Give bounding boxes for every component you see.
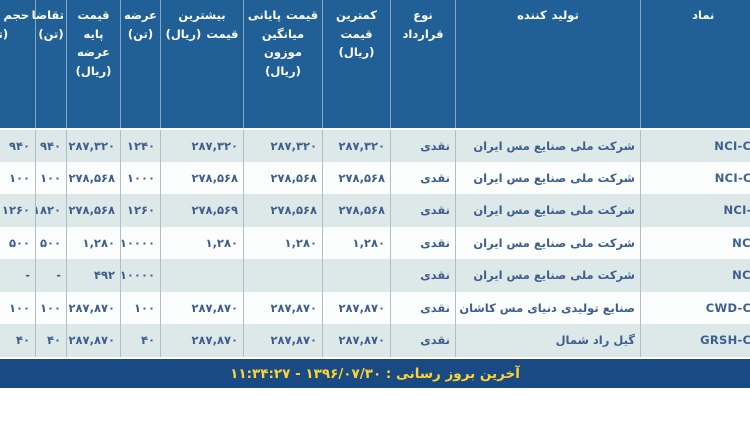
cell-base_price: ۲۷۸,۵۶۸ <box>66 194 121 227</box>
last-update-bar: آخرین بروز رسانی : ۱۳۹۶/۰۷/۳۰ - ۱۱:۳۴:۲۷ <box>0 359 750 388</box>
cell-symbol: NCI-CR <box>640 129 750 162</box>
cell-base_price: ۴۹۲ <box>66 259 121 292</box>
cell-close_price <box>243 259 323 292</box>
cell-close_price: ۲۷۸,۵۶۸ <box>243 161 323 194</box>
cell-producer: شرکت ملی صنایع مس ایران <box>455 161 641 194</box>
cell-min_price: ۲۸۷,۸۷۰ <box>322 324 391 357</box>
cell-max_price: ۲۸۷,۸۷۰ <box>160 291 244 324</box>
cell-demand: - <box>35 259 67 292</box>
cell-producer: گیل راد شمال <box>455 324 641 357</box>
column-header-max_price: بیشترین قیمت (ریال) <box>160 0 244 130</box>
cell-supply: ۱۰۰۰۰ <box>120 226 161 259</box>
cell-producer: شرکت ملی صنایع مس ایران <box>455 129 641 162</box>
cell-volume: ۱۰۰ <box>0 161 36 194</box>
cell-demand: ۴۰ <box>35 324 67 357</box>
table-row: NCI-CRشرکت ملی صنایع مس ایراننقدی۲۸۷,۳۲۰… <box>0 129 750 162</box>
column-header-producer: تولید کننده <box>455 0 641 130</box>
cell-close_price: ۲۸۷,۳۲۰ <box>243 129 323 162</box>
cell-max_price: ۱,۲۸۰ <box>160 226 244 259</box>
cell-contract: نقدی <box>390 324 456 357</box>
cell-base_price: ۲۸۷,۸۷۰ <box>66 291 121 324</box>
column-header-symbol: نماد <box>640 0 750 130</box>
cell-contract: نقدی <box>390 129 456 162</box>
cell-demand: ۹۴۰ <box>35 129 67 162</box>
cell-volume: ۱۰۰ <box>0 291 36 324</box>
cell-max_price: ۲۷۸,۵۶۸ <box>160 161 244 194</box>
cell-contract: نقدی <box>390 226 456 259</box>
table-row: CWD-CRصنایع تولیدی دنیای مس کاشاننقدی۲۸۷… <box>0 291 750 324</box>
cell-contract: نقدی <box>390 291 456 324</box>
column-header-volume: حجم معامله (تن) <box>0 0 36 130</box>
cell-contract: نقدی <box>390 161 456 194</box>
column-header-demand: تقاضا (تن) <box>32 0 67 130</box>
cell-volume: ۱۲۶۰ <box>0 194 36 227</box>
cell-close_price: ۲۸۷,۸۷۰ <box>243 324 323 357</box>
column-header-close_price: قیمت پایانی میانگین موزون (ریال) <box>243 0 323 130</box>
cell-supply: ۱۰۰۰۰ <box>120 259 161 292</box>
cell-symbol: CWD-CR <box>640 291 750 324</box>
header-row: نماد تولید کننده نوع قرارداد کمترین قیمت (ر… <box>0 0 750 130</box>
cell-min_price <box>322 259 391 292</box>
cell-base_price: ۲۸۷,۳۲۰ <box>66 129 121 162</box>
cell-supply: ۱۰۰۰ <box>120 161 161 194</box>
cell-symbol: NCI- <box>640 259 750 292</box>
price-table: نماد تولید کننده نوع قرارداد کمترین قیمت (ر… <box>0 0 750 357</box>
table-row: NCI-شرکت ملی صنایع مس ایراننقدی۱,۲۸۰۱,۲۸… <box>0 226 750 259</box>
cell-base_price: ۲۸۷,۸۷۰ <box>66 324 121 357</box>
cell-symbol: NCI-C <box>640 194 750 227</box>
cell-symbol: GRSH-CR <box>640 324 750 357</box>
cell-min_price: ۱,۲۸۰ <box>322 226 391 259</box>
cell-producer: شرکت ملی صنایع مس ایران <box>455 259 641 292</box>
column-header-supply: عرضه (تن) <box>120 0 161 130</box>
cell-volume: ۹۴۰ <box>0 129 36 162</box>
cell-close_price: ۱,۲۸۰ <box>243 226 323 259</box>
cell-demand: ۵۰۰ <box>35 226 67 259</box>
table-row: GRSH-CRگیل راد شمالنقدی۲۸۷,۸۷۰۲۸۷,۸۷۰۲۸۷… <box>0 324 750 357</box>
cell-min_price: ۲۸۷,۳۲۰ <box>322 129 391 162</box>
cell-base_price: ۲۷۸,۵۶۸ <box>66 161 121 194</box>
cell-max_price: ۲۷۸,۵۶۹ <box>160 194 244 227</box>
cell-demand: ۱۸۲۰ <box>35 194 67 227</box>
cell-producer: شرکت ملی صنایع مس ایران <box>455 226 641 259</box>
column-header-contract: نوع قرارداد <box>390 0 456 130</box>
table-body: NCI-CRشرکت ملی صنایع مس ایراننقدی۲۸۷,۳۲۰… <box>0 129 750 357</box>
cell-base_price: ۱,۲۸۰ <box>66 226 121 259</box>
cell-close_price: ۲۷۸,۵۶۸ <box>243 194 323 227</box>
cell-min_price: ۲۷۸,۵۶۸ <box>322 194 391 227</box>
cell-max_price: ۲۸۷,۳۲۰ <box>160 129 244 162</box>
cell-symbol: NCI- <box>640 226 750 259</box>
cell-supply: ۱۲۴۰ <box>120 129 161 162</box>
table-header: نماد تولید کننده نوع قرارداد کمترین قیمت (ر… <box>0 0 750 130</box>
cell-min_price: ۲۸۷,۸۷۰ <box>322 291 391 324</box>
cell-min_price: ۲۷۸,۵۶۸ <box>322 161 391 194</box>
cell-max_price <box>160 259 244 292</box>
cell-demand: ۱۰۰ <box>35 161 67 194</box>
cell-supply: ۴۰ <box>120 324 161 357</box>
last-update-text: آخرین بروز رسانی : ۱۳۹۶/۰۷/۳۰ - ۱۱:۳۴:۲۷ <box>230 365 520 382</box>
cell-max_price: ۲۸۷,۸۷۰ <box>160 324 244 357</box>
column-header-base_price: قیمت پایه عرضه (ریال) <box>66 0 121 130</box>
cell-contract: نقدی <box>390 194 456 227</box>
cell-contract: نقدی <box>390 259 456 292</box>
cell-volume: ۵۰۰ <box>0 226 36 259</box>
column-header-min_price: کمترین قیمت (ریال) <box>322 0 391 130</box>
cell-volume: - <box>0 259 36 292</box>
cell-producer: شرکت ملی صنایع مس ایران <box>455 194 641 227</box>
cell-symbol: NCI-CC <box>640 161 750 194</box>
cell-supply: ۱۲۶۰ <box>120 194 161 227</box>
cell-volume: ۴۰ <box>0 324 36 357</box>
cell-supply: ۱۰۰ <box>120 291 161 324</box>
cell-producer: صنایع تولیدی دنیای مس کاشان <box>455 291 641 324</box>
table-row: NCI-CCشرکت ملی صنایع مس ایراننقدی۲۷۸,۵۶۸… <box>0 161 750 194</box>
cell-demand: ۱۰۰ <box>35 291 67 324</box>
cell-close_price: ۲۸۷,۸۷۰ <box>243 291 323 324</box>
price-table-wrap: نماد تولید کننده نوع قرارداد کمترین قیمت (ر… <box>0 0 750 357</box>
